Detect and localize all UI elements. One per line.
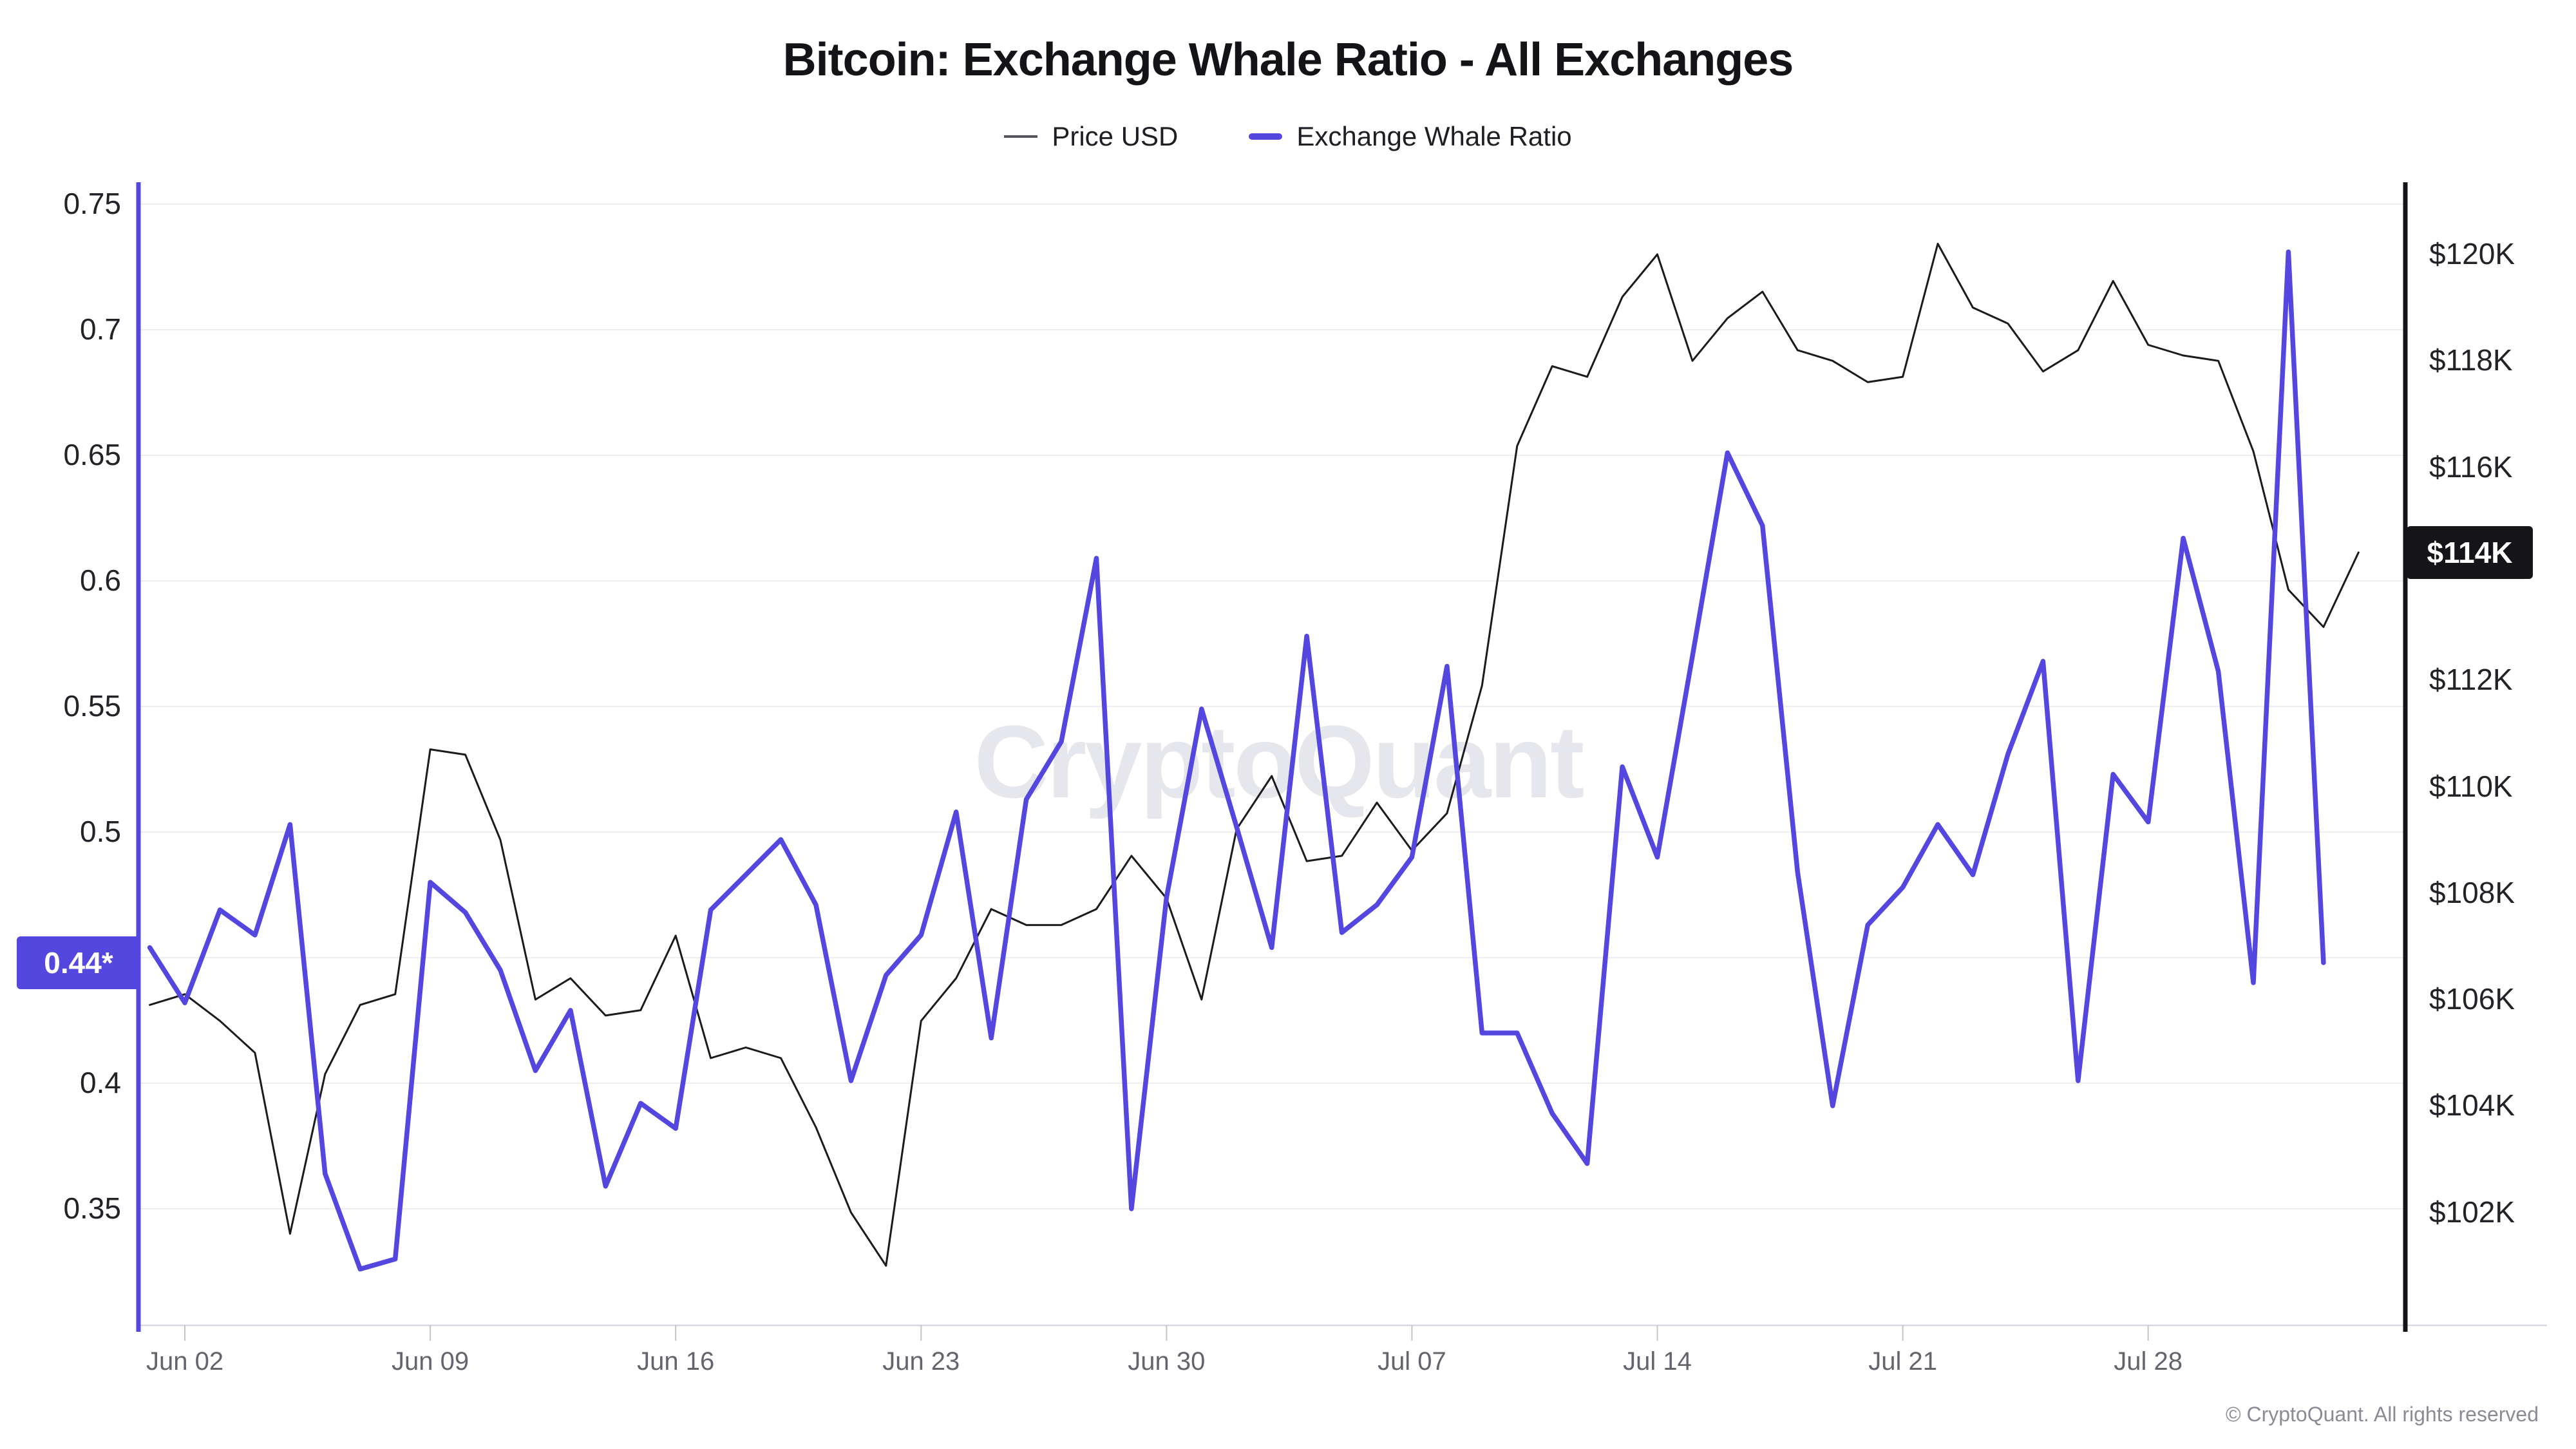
left-axis-tick-label: 0.4	[80, 1066, 121, 1099]
left-axis-tick-label: 0.75	[63, 187, 121, 220]
left-axis-tick-label: 0.55	[63, 689, 121, 723]
x-axis-tick-label: Jul 14	[1623, 1347, 1692, 1376]
right-axis-tick-label: $102K	[2429, 1195, 2515, 1229]
x-axis-tick-label: Jul 21	[1868, 1347, 1937, 1376]
legend-ratio-label: Exchange Whale Ratio	[1296, 121, 1572, 151]
price-current-badge: $114K	[2407, 526, 2533, 579]
right-axis-tick-label: $116K	[2429, 450, 2513, 484]
ratio-current-badge: 0.44*	[17, 936, 140, 989]
right-axis-tick-label: $112K	[2429, 663, 2513, 697]
legend-item-price[interactable]: Price USD	[1004, 121, 1178, 152]
right-axis-tick-label: $108K	[2429, 875, 2515, 909]
x-axis-tick-label: Jun 02	[146, 1347, 224, 1376]
right-axis-tick-label: $104K	[2429, 1088, 2515, 1122]
legend-price-label: Price USD	[1052, 121, 1179, 151]
x-axis-tick-label: Jun 16	[637, 1347, 715, 1376]
copyright: © CryptoQuant. All rights reserved	[2226, 1403, 2539, 1426]
right-axis-tick-label: $110K	[2429, 769, 2513, 803]
left-axis-tick-label: 0.65	[63, 438, 121, 471]
x-axis-tick-label: Jul 28	[2114, 1347, 2183, 1376]
x-axis-tick-label: Jul 07	[1378, 1347, 1446, 1376]
right-axis-tick-label: $120K	[2429, 237, 2515, 270]
ratio-line-swatch-icon	[1249, 133, 1283, 140]
x-axis-tick-label: Jun 23	[882, 1347, 960, 1376]
legend-item-ratio[interactable]: Exchange Whale Ratio	[1249, 121, 1572, 152]
watermark: CryptoQuant	[974, 704, 1584, 819]
left-axis-tick-label: 0.7	[80, 312, 121, 346]
whale-ratio-line	[147, 249, 2326, 1272]
legend: Price USD Exchange Whale Ratio	[0, 121, 2576, 152]
page-title: Bitcoin: Exchange Whale Ratio - All Exch…	[782, 34, 1794, 86]
left-axis-tick-label: 0.6	[80, 564, 121, 597]
price-line-swatch-icon	[1004, 135, 1038, 138]
x-axis-tick-label: Jun 09	[392, 1347, 469, 1376]
price-line	[149, 243, 2360, 1267]
right-axis-tick-label: $118K	[2429, 343, 2513, 377]
x-axis-tick-label: Jun 30	[1128, 1347, 1206, 1376]
right-axis-tick-label: $106K	[2429, 982, 2515, 1016]
left-axis-tick-label: 0.35	[63, 1191, 121, 1225]
left-axis-tick-label: 0.5	[80, 815, 121, 848]
